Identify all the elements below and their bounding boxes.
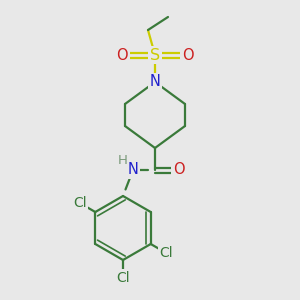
Text: O: O <box>173 163 185 178</box>
Text: O: O <box>182 47 194 62</box>
Text: H: H <box>118 154 128 167</box>
Text: Cl: Cl <box>160 246 173 260</box>
Text: Cl: Cl <box>73 196 86 210</box>
Text: Cl: Cl <box>116 271 130 285</box>
Text: O: O <box>116 47 128 62</box>
Text: S: S <box>150 47 160 62</box>
Text: N: N <box>150 74 160 89</box>
Text: N: N <box>128 163 138 178</box>
